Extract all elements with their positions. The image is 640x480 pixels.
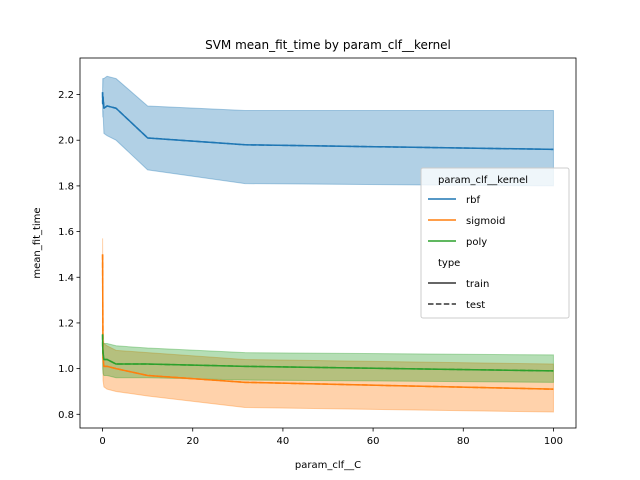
y-tick-label: 2.2 [58, 90, 74, 101]
x-tick-label: 0 [99, 436, 105, 447]
y-tick-label: 1.8 [58, 181, 74, 192]
legend-style-title: type [438, 258, 460, 269]
legend-label-sigmoid: sigmoid [466, 216, 505, 227]
y-tick-label: 1.6 [58, 227, 74, 238]
y-tick-label: 0.8 [58, 410, 74, 421]
legend-label-test: test [466, 300, 485, 311]
legend-label-train: train [466, 279, 489, 290]
legend: param_clf__kernel rbf sigmoid poly type … [420, 167, 570, 319]
legend-label-rbf: rbf [466, 195, 480, 206]
x-tick-label: 20 [186, 436, 199, 447]
legend-hue-title: param_clf__kernel [438, 175, 528, 186]
x-tick-label: 100 [544, 436, 563, 447]
plot-frame [79, 57, 577, 429]
legend-label-poly: poly [466, 237, 487, 248]
line-rbf-test [101, 92, 554, 151]
y-tick-label: 1.0 [58, 364, 74, 375]
y-tick-label: 2.0 [58, 136, 74, 147]
legend-box [420, 167, 570, 319]
chart-title: SVM mean_fit_time by param_clf__kernel [205, 38, 451, 52]
x-axis-ticks: 0 20 40 60 80 100 [99, 428, 563, 447]
y-tick-label: 1.4 [58, 273, 74, 284]
y-tick-label: 1.2 [58, 318, 74, 329]
line-sigmoid-test [101, 254, 554, 390]
x-tick-label: 80 [457, 436, 470, 447]
x-tick-label: 60 [367, 436, 380, 447]
y-axis-ticks: 0.8 1.0 1.2 1.4 1.6 1.8 2.0 2.2 [58, 90, 80, 421]
series-lines [101, 92, 554, 390]
x-tick-label: 40 [277, 436, 290, 447]
y-axis-label: mean_fit_time [32, 207, 43, 278]
line-poly-test [101, 334, 554, 372]
x-axis-label: param_clf__C [295, 460, 361, 471]
